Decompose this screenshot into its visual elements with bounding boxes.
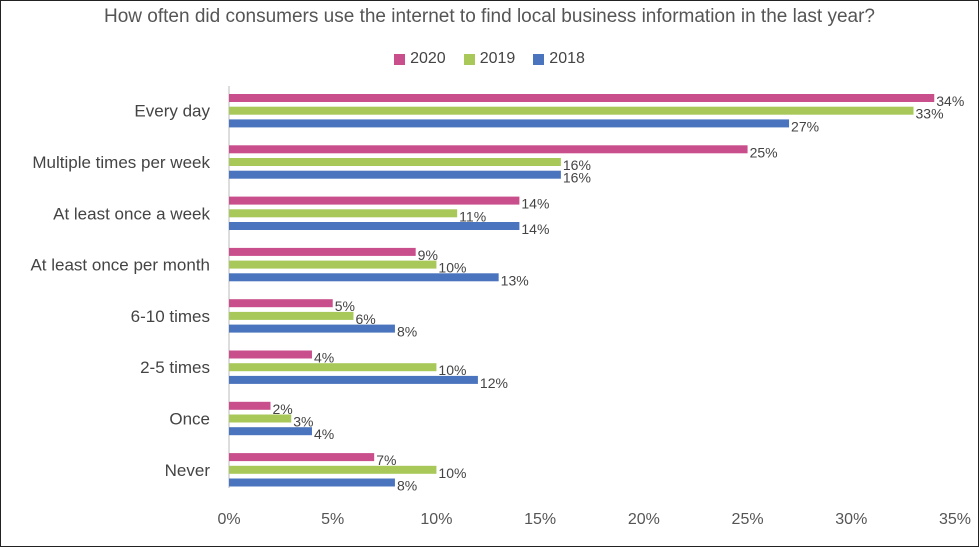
legend-item-2019: 2019 <box>463 50 516 68</box>
legend-label-2020: 2020 <box>410 50 446 67</box>
legend-item-2020: 2020 <box>394 50 446 68</box>
bar-2019 <box>229 209 458 218</box>
bar-2018 <box>229 170 561 179</box>
data-label-2018: 4% <box>314 426 334 442</box>
chart-title: How often did consumers use the internet… <box>104 6 875 27</box>
bar-2018 <box>229 324 395 333</box>
data-label-2019: 16% <box>563 157 591 173</box>
data-label-2020: 4% <box>314 350 334 366</box>
data-label-2018: 8% <box>397 324 417 340</box>
bar-2020 <box>229 350 312 359</box>
category-label: At least once a week <box>53 204 210 223</box>
bar-2019 <box>229 260 437 269</box>
bar-2020 <box>229 94 935 102</box>
category-label: Multiple times per week <box>32 153 210 172</box>
bar-2020 <box>229 145 748 154</box>
data-label-2019: 33% <box>916 106 944 122</box>
x-tick-label: 30% <box>835 511 867 528</box>
data-label-2018: 8% <box>397 478 417 494</box>
data-label-2018: 13% <box>501 272 529 288</box>
category-label: 2-5 times <box>140 358 210 377</box>
bar-2018 <box>229 222 520 230</box>
data-label-2020: 7% <box>376 452 396 468</box>
bar-2018 <box>229 478 395 487</box>
data-label-2020: 2% <box>272 401 292 417</box>
bar-2020 <box>229 299 333 308</box>
legend-label-2018: 2018 <box>549 50 585 67</box>
data-label-2019: 10% <box>438 465 466 481</box>
data-label-2019: 10% <box>438 260 466 276</box>
data-label-2020: 9% <box>418 247 438 263</box>
x-tick-label: 20% <box>628 511 660 528</box>
data-label-2019: 3% <box>293 414 313 430</box>
x-tick-label: 10% <box>420 511 452 528</box>
data-label-2018: 12% <box>480 375 508 391</box>
bar-2018 <box>229 427 312 436</box>
legend-item-2018: 2018 <box>533 50 585 68</box>
x-tick-label: 5% <box>321 511 344 528</box>
category-label: At least once per month <box>30 256 210 275</box>
chart-legend: 2020 2019 2018 <box>0 50 979 68</box>
data-label-2018: 16% <box>563 170 591 186</box>
data-label-2020: 5% <box>335 298 355 314</box>
bar-2019 <box>229 158 561 166</box>
category-label: Never <box>165 461 211 480</box>
legend-swatch-2020 <box>394 53 406 65</box>
data-label-2018: 14% <box>521 221 549 237</box>
data-label-2019: 10% <box>438 362 466 378</box>
bar-2019 <box>229 311 354 320</box>
x-tick-label: 35% <box>939 511 971 528</box>
legend-label-2019: 2019 <box>479 50 516 67</box>
bar-2019 <box>229 363 437 372</box>
data-label-2020: 34% <box>936 93 964 109</box>
data-label-2020: 14% <box>521 196 549 212</box>
data-label-2019: 11% <box>459 208 486 224</box>
data-label-2018: 27% <box>791 118 819 134</box>
bar-2020 <box>229 401 271 410</box>
bar-2019 <box>229 414 292 423</box>
category-label: 6-10 times <box>131 307 210 326</box>
category-label: Once <box>169 410 210 429</box>
data-label-2020: 25% <box>750 144 778 160</box>
bar-2019 <box>229 106 914 115</box>
bar-2020 <box>229 453 375 462</box>
bar-2018 <box>229 273 499 282</box>
legend-swatch-2019 <box>463 53 475 65</box>
bar-2020 <box>229 196 520 205</box>
x-tick-label: 15% <box>524 511 556 528</box>
legend-swatch-2018 <box>533 53 545 65</box>
bar-2018 <box>229 119 790 128</box>
bar-2019 <box>229 465 437 474</box>
bar-2020 <box>229 247 416 256</box>
bar-2018 <box>229 375 478 384</box>
x-tick-label: 0% <box>217 511 240 528</box>
x-tick-label: 25% <box>732 511 764 528</box>
category-label: Every day <box>134 102 210 121</box>
data-label-2019: 6% <box>355 311 375 327</box>
